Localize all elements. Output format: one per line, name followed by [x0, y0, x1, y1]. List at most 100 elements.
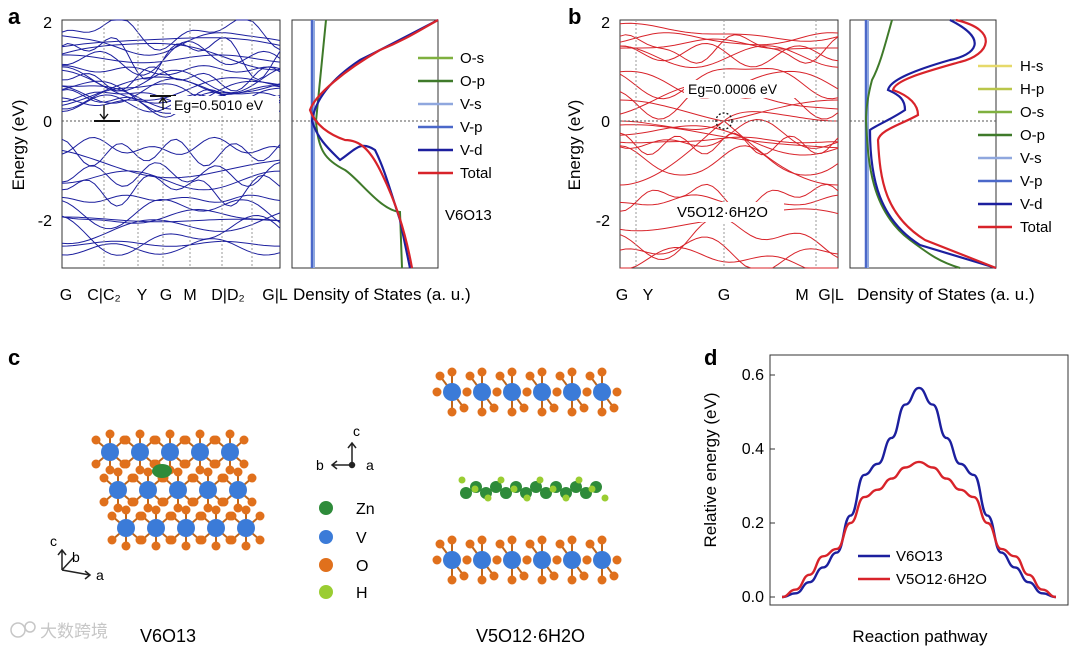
v-atom [221, 443, 239, 461]
o-atom [239, 459, 249, 469]
o-atom [489, 403, 499, 413]
o-atom [579, 571, 589, 581]
panel-b-dos [849, 18, 997, 270]
o-atom [585, 539, 595, 549]
o-atom [211, 541, 221, 551]
panel-a-compound: V6O13 [445, 207, 492, 224]
legend-label: V5O12·6H2O [896, 571, 987, 588]
o-atom [227, 511, 237, 521]
legend-label: O-s [1020, 104, 1044, 121]
kpoint-label: G|L [262, 287, 288, 304]
h-atom [497, 476, 505, 484]
o-atom [173, 503, 183, 513]
band-line [61, 170, 281, 191]
energy-chart: 0.0 0.2 0.4 0.6 V6O13 V5O12·6H2O [742, 354, 1069, 606]
o-atom [107, 535, 117, 545]
o-atom [492, 387, 502, 397]
watermark: 大数跨境 [10, 621, 108, 641]
h-atom [549, 485, 557, 493]
v-atom [593, 383, 611, 401]
o-atom [435, 539, 445, 549]
band-line [619, 125, 839, 156]
o-atom [99, 473, 109, 483]
v-atom [443, 551, 461, 569]
legend-label: O-p [1020, 127, 1045, 144]
o-atom [189, 473, 199, 483]
o-atom [173, 467, 183, 477]
o-atom [151, 541, 161, 551]
o-atom [129, 473, 139, 483]
o-atom [135, 429, 145, 439]
legend-label: V-d [1020, 196, 1043, 213]
band-line [61, 19, 281, 51]
chart-ylabel: Relative energy (eV) [701, 393, 720, 548]
o-atom [465, 371, 475, 381]
chart-xlabel: Reaction pathway [852, 627, 988, 646]
o-atom [447, 407, 457, 417]
o-atom [99, 497, 109, 507]
panel-b-ytick-m2: -2 [596, 213, 610, 230]
o-atom [507, 367, 517, 377]
o-atom [211, 459, 221, 469]
o-atom [255, 511, 265, 521]
axes-mid [330, 441, 357, 470]
o-atom [219, 497, 229, 507]
kpoint-label: G [718, 287, 730, 304]
legend-label: V-s [460, 96, 482, 113]
o-atom [241, 505, 251, 515]
watermark-text: 大数跨境 [40, 622, 108, 641]
o-atom [105, 465, 115, 475]
band-line [619, 32, 839, 46]
o-atom [567, 535, 577, 545]
o-atom [495, 539, 505, 549]
o-atom [165, 429, 175, 439]
v-atom [199, 481, 217, 499]
y-tick-label: 0.0 [742, 589, 764, 606]
legend-label: Zn [356, 501, 375, 518]
o-atom [91, 459, 101, 469]
o-atom [137, 535, 147, 545]
o-atom [129, 497, 139, 507]
o-atom [189, 497, 199, 507]
o-atom [507, 575, 517, 585]
o-atom [582, 555, 592, 565]
band-line [61, 194, 281, 203]
v-atom [533, 551, 551, 569]
h-atom [510, 485, 518, 493]
axes-left [57, 548, 92, 580]
legend-label: Total [460, 165, 492, 182]
crystal-v5o12-6h2o [432, 367, 622, 585]
o-atom [489, 571, 499, 581]
zn-atom [570, 481, 582, 493]
v-atom [117, 519, 135, 537]
panel-a-ytick-2: 2 [43, 15, 52, 32]
kpoint-label: Y [643, 287, 654, 304]
crystal-v6o13 [91, 429, 265, 551]
o-atom [567, 407, 577, 417]
o-atom [432, 387, 442, 397]
kpoint-label: G [60, 287, 72, 304]
h-atom-swatch [319, 585, 333, 599]
panel-b-legend: H-s H-p O-s O-p V-s V-p V-d Total [978, 58, 1052, 236]
o-atom [567, 367, 577, 377]
panel-a-ytick-m2: -2 [38, 213, 52, 230]
panel-a-ytick-0: 0 [43, 114, 52, 131]
v-atom [473, 383, 491, 401]
panel-a-dos [291, 19, 439, 269]
o-atom [459, 403, 469, 413]
zn-atom [460, 487, 472, 499]
o-atom [462, 387, 472, 397]
h-atom [458, 476, 466, 484]
o-atom [247, 473, 257, 483]
o-atom [195, 429, 205, 439]
o-atom [181, 459, 191, 469]
kpoint-label: C|C₂ [87, 287, 120, 304]
panel-b-ytick-2: 2 [601, 15, 610, 32]
o-atom [239, 435, 249, 445]
panel-d-letter: d [704, 345, 717, 370]
v-atom [563, 551, 581, 569]
panel-b-ytick-0: 0 [601, 114, 610, 131]
band-line [619, 34, 839, 64]
h-atom [484, 494, 492, 502]
o-atom [519, 571, 529, 581]
